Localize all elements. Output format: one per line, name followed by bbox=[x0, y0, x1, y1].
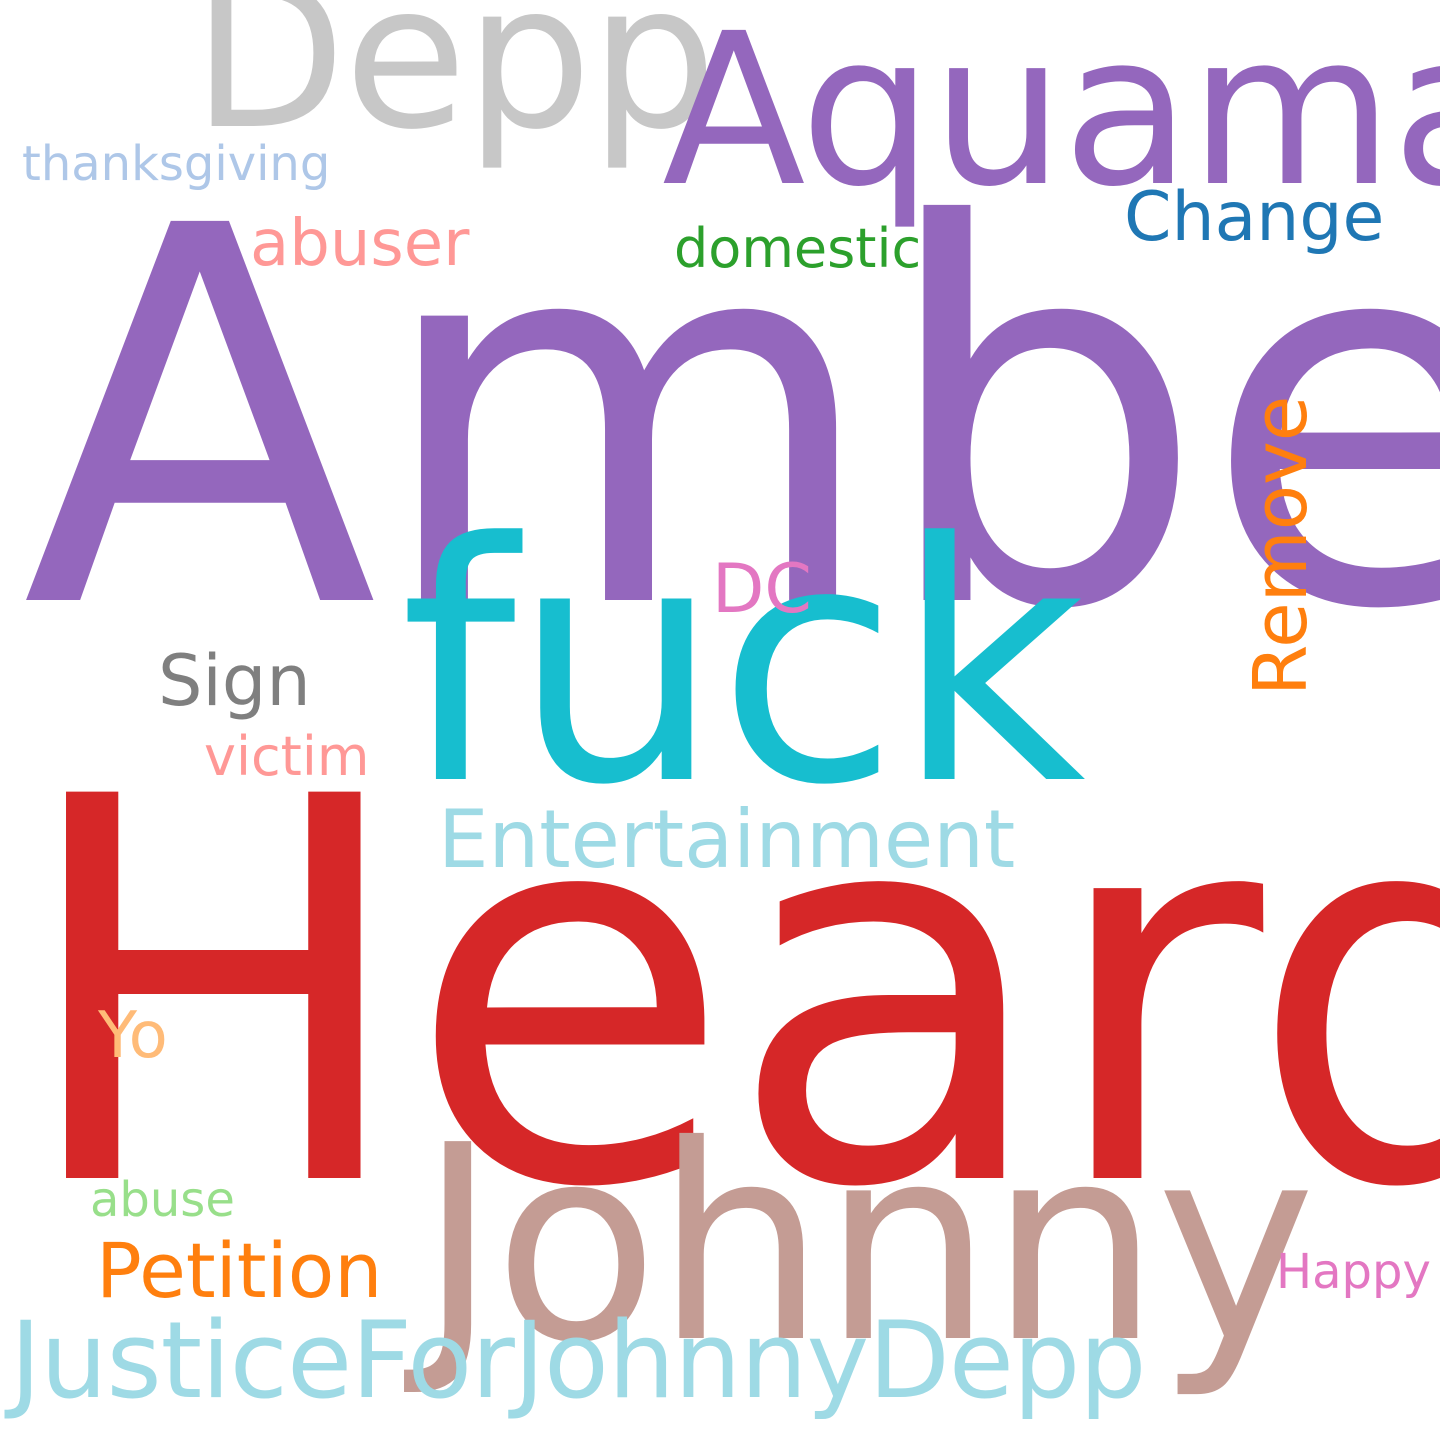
word-abuser: abuser bbox=[250, 207, 470, 281]
word-amber: Amber bbox=[22, 117, 1440, 723]
word-heard: Heard bbox=[14, 686, 1440, 1303]
word-dc: DC bbox=[712, 550, 812, 629]
word-abuse: abuse bbox=[90, 1172, 235, 1228]
word-petition: Petition bbox=[96, 1226, 383, 1315]
word-victim: victim bbox=[204, 725, 370, 788]
word-change: Change bbox=[1124, 178, 1385, 257]
word-fuck: fuck bbox=[400, 473, 1086, 857]
word-johnny: Johnny bbox=[418, 1087, 1316, 1402]
word-justiceforjohnnydepp: JusticeForJohnnyDepp bbox=[10, 1299, 1147, 1422]
word-sign: Sign bbox=[158, 640, 311, 722]
word-aquaman: Aquaman bbox=[662, 0, 1440, 233]
word-happy: Happy bbox=[1276, 1244, 1431, 1300]
word-remove: Remove bbox=[1238, 395, 1324, 696]
word-yo: Yo bbox=[98, 999, 168, 1073]
word-entertainment: Entertainment bbox=[438, 793, 1016, 886]
word-thanksgiving: thanksgiving bbox=[22, 136, 331, 192]
word-depp: Depp bbox=[192, 0, 717, 174]
word-domestic: domestic bbox=[674, 217, 922, 280]
